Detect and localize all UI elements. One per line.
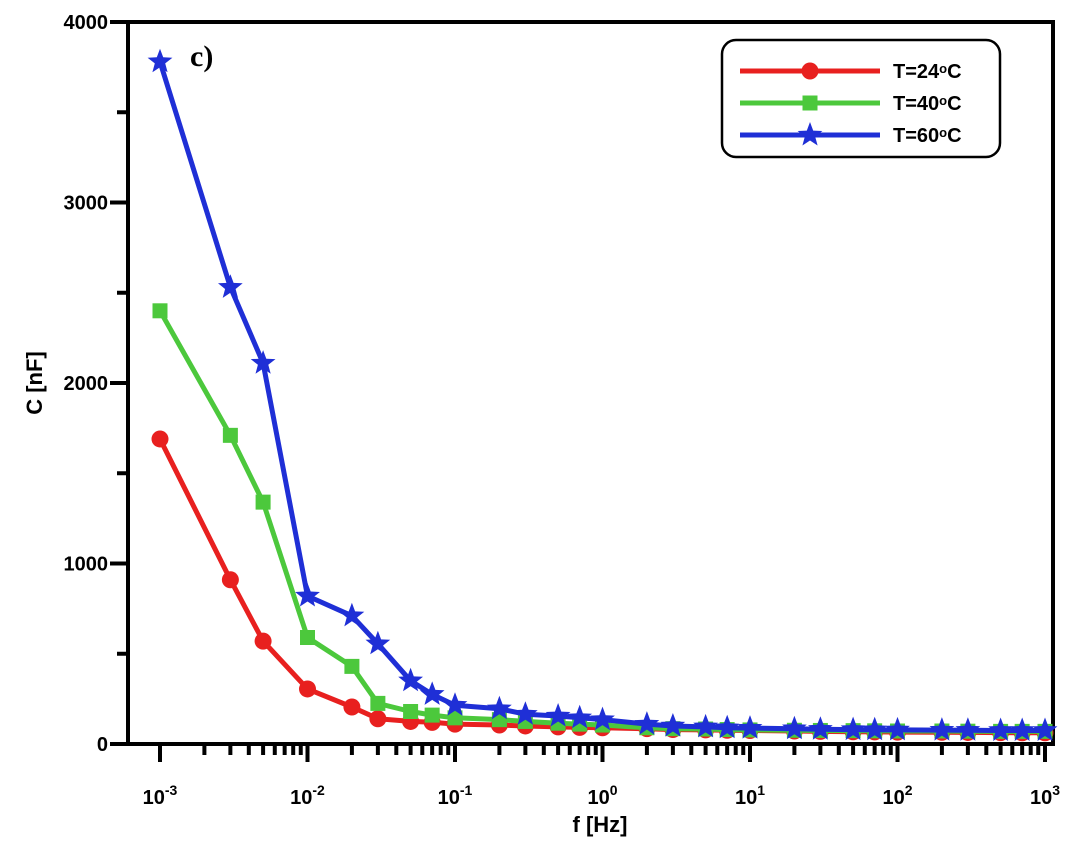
y-tick-label: 2000 bbox=[64, 373, 109, 395]
legend-label-unit: C bbox=[947, 93, 961, 115]
x-tick-exponent: -2 bbox=[312, 782, 325, 798]
x-tick-label: 103 bbox=[1030, 782, 1060, 809]
legend-label-main: T=40 bbox=[893, 93, 939, 115]
data-point bbox=[343, 698, 360, 715]
x-tick-base: 10 bbox=[882, 787, 904, 809]
y-tick-label: 1000 bbox=[64, 554, 109, 576]
legend-marker bbox=[802, 63, 819, 80]
y-tick-label: 4000 bbox=[64, 12, 109, 34]
data-point bbox=[420, 681, 445, 705]
legend-label-degree: o bbox=[939, 125, 947, 140]
x-tick-base: 10 bbox=[438, 787, 460, 809]
data-point bbox=[222, 571, 239, 588]
legend-label: T=60oC bbox=[893, 125, 962, 147]
data-point bbox=[218, 274, 243, 298]
data-point bbox=[255, 633, 272, 650]
x-tick-label: 102 bbox=[882, 782, 912, 809]
legend-label-unit: C bbox=[947, 125, 961, 147]
x-tick-label: 100 bbox=[587, 782, 617, 809]
x-tick-label: 101 bbox=[735, 782, 765, 809]
legend-label-degree: o bbox=[939, 93, 947, 108]
x-tick-exponent: -1 bbox=[460, 782, 473, 798]
legend-label-degree: o bbox=[939, 61, 947, 76]
x-tick-label: 10-1 bbox=[438, 782, 473, 809]
x-axis-title: f [Hz] bbox=[573, 812, 628, 837]
panel-label: c) bbox=[190, 40, 213, 73]
x-tick-exponent: 1 bbox=[757, 782, 765, 798]
x-tick-label: 10-3 bbox=[143, 782, 178, 809]
data-point bbox=[256, 495, 271, 510]
legend-label-main: T=60 bbox=[893, 125, 939, 147]
x-tick-base: 10 bbox=[290, 787, 312, 809]
data-point bbox=[369, 710, 386, 727]
legend-label-main: T=24 bbox=[893, 61, 940, 83]
series-line bbox=[160, 62, 1045, 731]
data-point bbox=[344, 659, 359, 674]
x-tick-exponent: 2 bbox=[905, 782, 913, 798]
x-tick-exponent: 3 bbox=[1052, 782, 1060, 798]
x-tick-exponent: -3 bbox=[165, 782, 178, 798]
data-point bbox=[153, 303, 168, 318]
y-axis-title: C [nF] bbox=[22, 351, 47, 415]
legend-label: T=40oC bbox=[893, 93, 962, 115]
data-point bbox=[425, 708, 440, 723]
x-tick-base: 10 bbox=[735, 787, 757, 809]
data-point bbox=[403, 704, 418, 719]
x-tick-base: 10 bbox=[143, 787, 165, 809]
y-tick-label: 0 bbox=[97, 734, 108, 756]
x-tick-base: 10 bbox=[587, 787, 609, 809]
data-point bbox=[152, 430, 169, 447]
data-point bbox=[300, 630, 315, 645]
data-point bbox=[295, 583, 320, 607]
x-tick-label: 10-2 bbox=[290, 782, 325, 809]
x-tick-exponent: 0 bbox=[610, 782, 618, 798]
legend-marker bbox=[803, 96, 818, 111]
series-2 bbox=[153, 303, 1053, 739]
y-tick-label: 3000 bbox=[64, 193, 109, 215]
data-point bbox=[223, 428, 238, 443]
data-point bbox=[370, 696, 385, 711]
legend-label: T=24oC bbox=[893, 61, 962, 83]
x-tick-base: 10 bbox=[1030, 787, 1052, 809]
legend-label-unit: C bbox=[947, 61, 961, 83]
data-point bbox=[299, 680, 316, 697]
